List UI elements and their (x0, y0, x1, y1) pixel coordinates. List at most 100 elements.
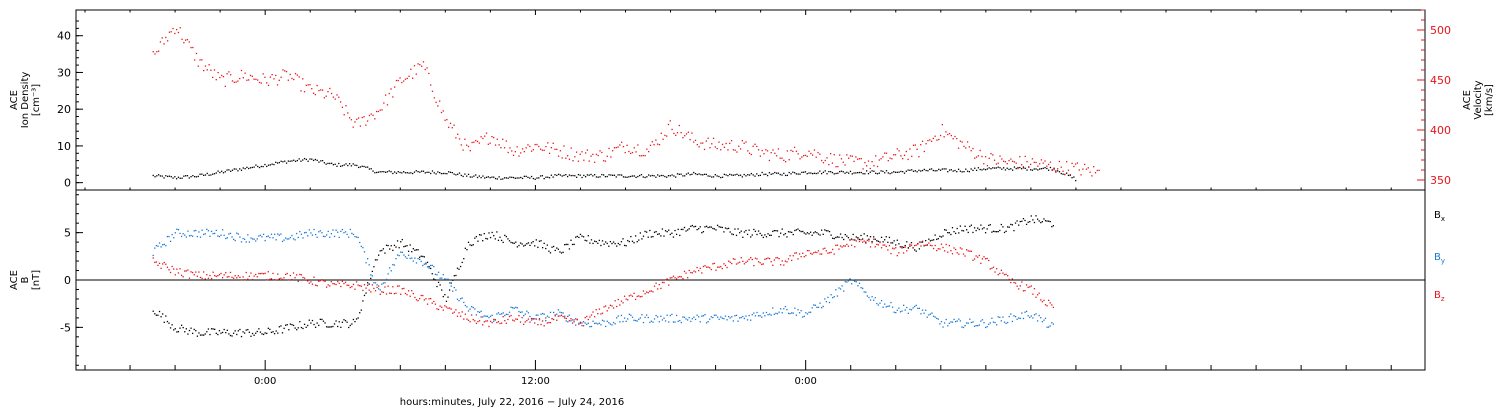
bz-point (814, 251, 816, 253)
bz-point (962, 253, 965, 255)
bx-point (556, 247, 558, 249)
density-point (529, 177, 531, 179)
bz-point (657, 288, 659, 290)
density-point (680, 173, 682, 175)
bz-point (989, 268, 991, 270)
bx-point (746, 233, 749, 236)
density-point (550, 174, 553, 176)
bz-point (521, 316, 523, 319)
bx-point (972, 231, 974, 234)
velocity-point (730, 140, 733, 142)
by-point (559, 311, 561, 313)
density-point (727, 175, 729, 177)
by-point (344, 231, 347, 233)
by-point (1025, 310, 1028, 312)
by-point (582, 321, 585, 323)
bz-point (918, 241, 921, 243)
bx-point (745, 229, 747, 232)
by-point (570, 320, 572, 322)
density-point (860, 171, 862, 174)
bx-point (937, 238, 939, 240)
density-point (433, 172, 435, 174)
bx-point (368, 283, 370, 285)
bz-point (441, 306, 443, 308)
bx-point (778, 235, 780, 238)
velocity-point (1040, 159, 1043, 161)
density-point (212, 173, 214, 175)
bz-point (1013, 281, 1015, 284)
density-point (536, 177, 538, 179)
velocity-point (543, 149, 545, 151)
bz-point (253, 275, 255, 277)
bx-point (384, 252, 386, 254)
velocity-point (1051, 169, 1053, 171)
bz-point (524, 321, 526, 323)
bz-point (185, 270, 187, 272)
bz-point (672, 275, 675, 277)
bx-point (475, 235, 478, 238)
velocity-point (1082, 168, 1084, 170)
bz-point (1049, 302, 1051, 304)
velocity-point (251, 75, 253, 77)
density-point (489, 176, 491, 179)
density-point (610, 174, 612, 176)
density-point (312, 159, 315, 162)
velocity-point (246, 79, 248, 81)
bz-point (943, 250, 946, 252)
by-point (932, 315, 935, 317)
by-point (180, 235, 183, 238)
by-point (765, 311, 768, 314)
density-axis-label: ACE Ion Density [cm⁻³] (9, 72, 42, 129)
by-point (704, 313, 706, 316)
density-point (828, 170, 830, 173)
bx-point (325, 326, 328, 328)
bx-point (155, 314, 158, 316)
bz-point (248, 275, 251, 277)
density-point (370, 168, 372, 170)
velocity-point (505, 140, 507, 142)
bx-point (617, 242, 619, 245)
density-point (646, 176, 648, 178)
velocity-point (484, 135, 486, 137)
density-point (685, 173, 688, 175)
bx-point (657, 233, 659, 235)
bz-point (231, 276, 233, 279)
bx-point (366, 282, 369, 284)
density-point (957, 168, 960, 170)
density-point (959, 170, 962, 172)
bx-point (491, 231, 493, 234)
density-point (613, 174, 616, 176)
bx-point (720, 226, 722, 228)
velocity-point (239, 77, 241, 80)
by-point (207, 230, 210, 232)
bz-point (668, 284, 670, 286)
bx-point (967, 231, 969, 234)
bx-point (806, 232, 809, 234)
velocity-point (538, 145, 540, 148)
velocity-point (366, 120, 369, 122)
bz-point (158, 262, 161, 264)
by-point (712, 316, 714, 319)
bz-point (556, 319, 558, 321)
bz-point (945, 243, 947, 246)
by-point (614, 323, 616, 325)
by-point (590, 325, 593, 328)
density-point (228, 169, 230, 171)
density-tick-label: 0 (64, 177, 71, 190)
velocity-point (435, 101, 437, 104)
bx-point (340, 326, 342, 329)
bz-point (653, 285, 656, 287)
by-point (1018, 317, 1020, 319)
density-point (408, 172, 410, 174)
bx-point (958, 232, 960, 234)
by-point (231, 236, 233, 238)
density-point (718, 175, 720, 178)
velocity-point (332, 96, 335, 98)
bx-point (519, 242, 522, 244)
velocity-point (610, 156, 612, 158)
density-point (1035, 168, 1037, 170)
by-point (343, 232, 345, 234)
velocity-point (779, 157, 781, 159)
bx-point (371, 270, 373, 273)
density-point (199, 173, 201, 175)
